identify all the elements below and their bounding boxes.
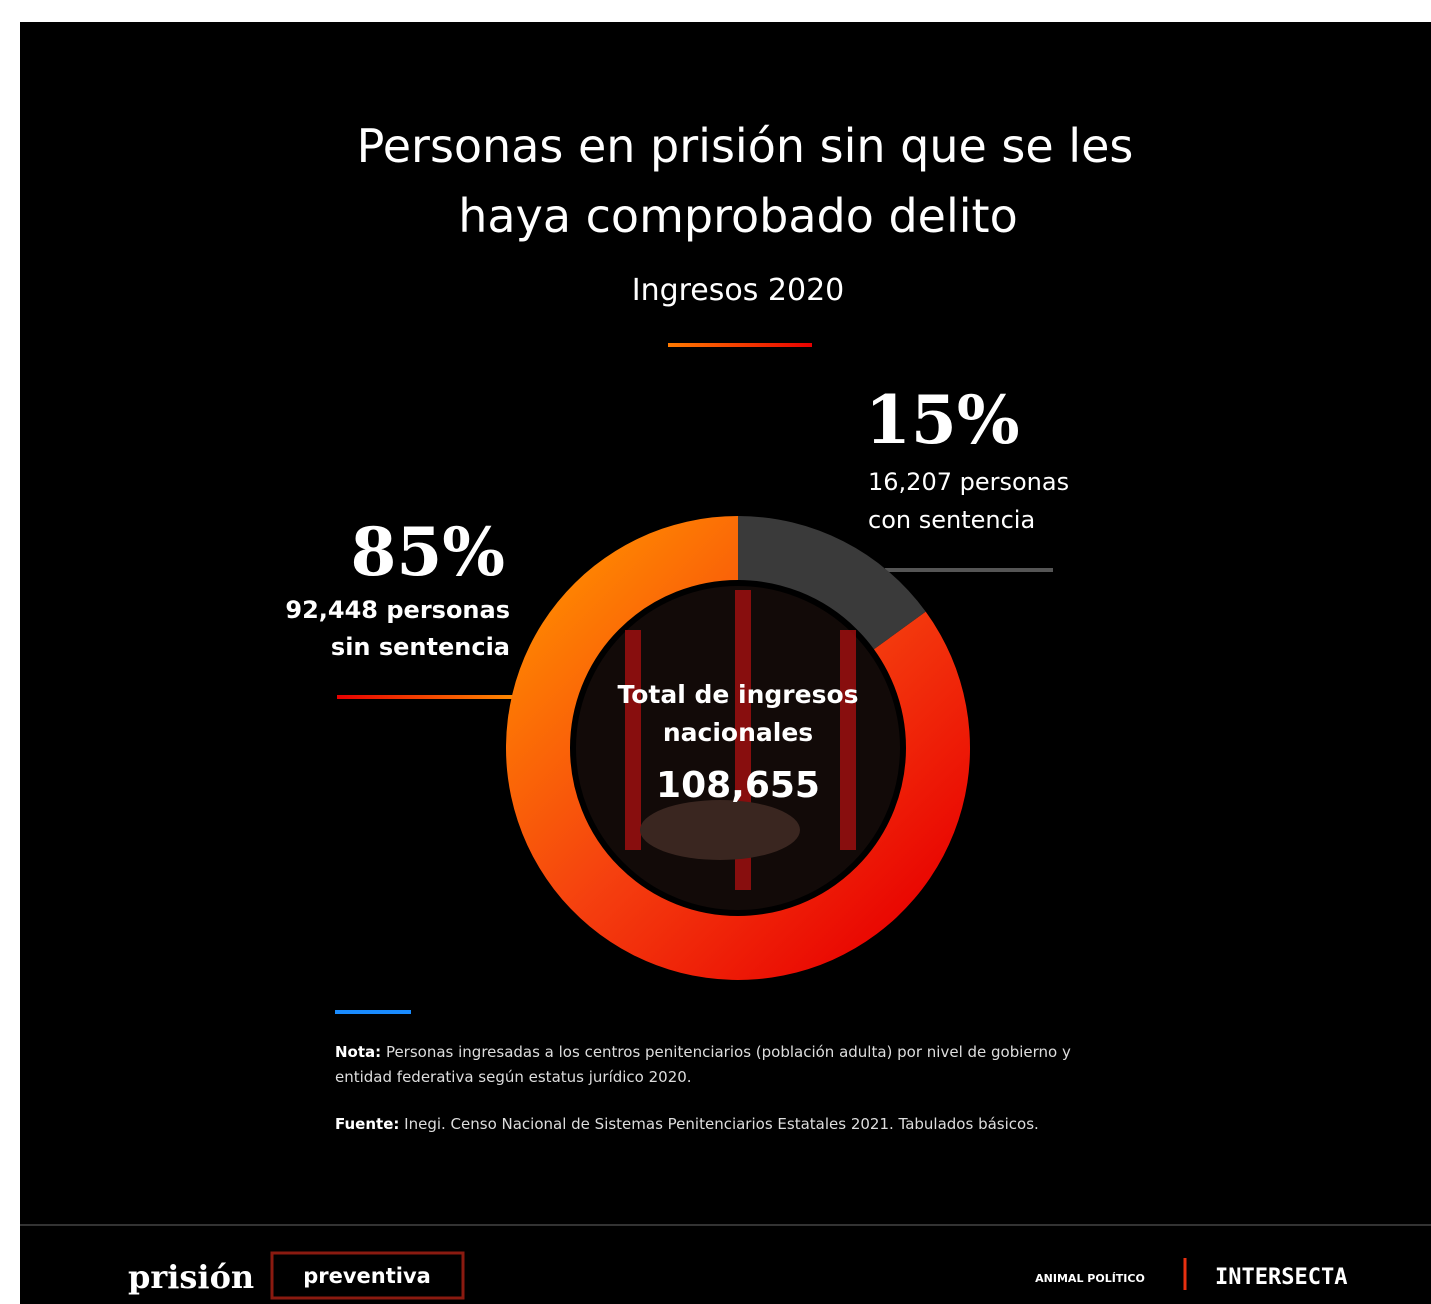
note-label: Nota:	[335, 1043, 382, 1061]
brand-box	[270, 1251, 465, 1300]
slice	[738, 516, 926, 652]
slice-label: 92,448 personas	[285, 596, 510, 624]
title-line: haya comprobado delito	[458, 189, 1017, 243]
slice-label: 16,207 personas	[868, 468, 1069, 496]
notes: Nota: Personas ingresadas a los centros …	[335, 1040, 1125, 1159]
slice-label: sin sentencia	[331, 633, 510, 661]
note-text: Personas ingresadas a los centros penite…	[335, 1043, 1071, 1086]
note: Fuente: Inegi. Censo Nacional de Sistema…	[335, 1112, 1125, 1137]
center-title: Total de ingresos	[617, 680, 858, 709]
leader-line	[337, 695, 515, 699]
divider	[668, 343, 812, 347]
logo: ANIMAL POLÍTICO	[1035, 1272, 1145, 1285]
slice-label: con sentencia	[868, 506, 1035, 534]
note: Nota: Personas ingresadas a los centros …	[335, 1040, 1125, 1090]
eye-decor	[640, 800, 800, 860]
subtitle: Ingresos 2020	[632, 273, 845, 308]
note-label: Fuente:	[335, 1115, 400, 1133]
center-title: nacionales	[663, 718, 813, 747]
title-line: Personas en prisión sin que se les	[357, 119, 1134, 173]
value-label: 15%	[865, 381, 1020, 459]
center-value: 108,655	[656, 765, 820, 806]
logo: INTERSECTA	[1215, 1265, 1347, 1290]
value-label: 85%	[350, 513, 505, 591]
brand: prisión	[128, 1258, 254, 1296]
note-text: Inegi. Censo Nacional de Sistemas Penite…	[404, 1115, 1039, 1133]
note-rule	[335, 1010, 411, 1014]
brand-box-text: preventiva	[303, 1264, 431, 1288]
